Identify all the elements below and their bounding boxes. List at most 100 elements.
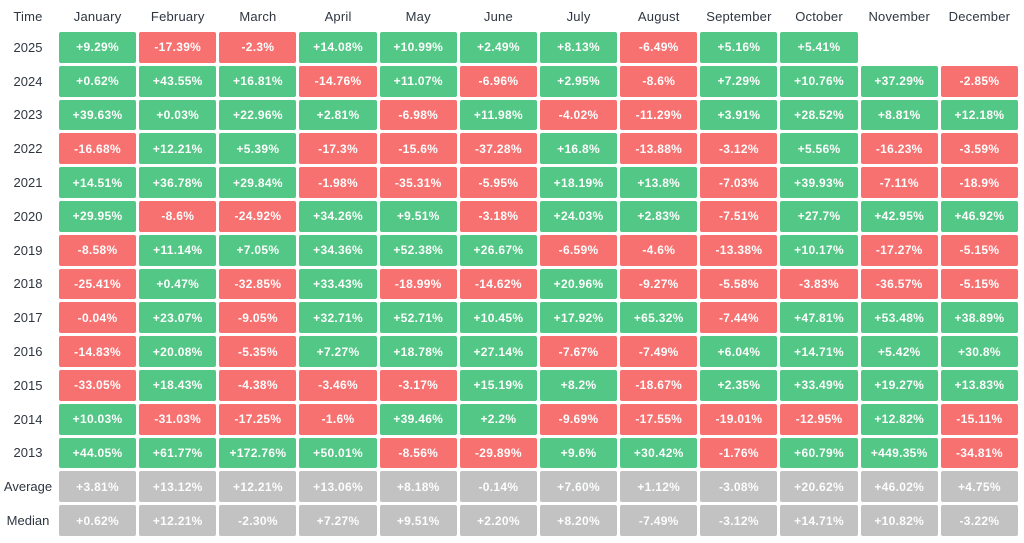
- return-cell-average-december: +4.75%: [940, 471, 1018, 503]
- return-cell-2013-may: -8.56%: [379, 437, 457, 469]
- return-cell-2020-july: +24.03%: [539, 200, 618, 232]
- return-cell-average-august: +1.12%: [620, 471, 698, 503]
- return-cell-2019-november: -17.27%: [860, 234, 938, 266]
- return-cell-2013-april: +50.01%: [299, 437, 377, 469]
- return-cell-median-november: +10.82%: [860, 505, 938, 536]
- column-header-may: May: [405, 8, 431, 24]
- return-cell-2019-december: -5.15%: [940, 234, 1018, 266]
- return-cell-2021-april: -1.98%: [299, 167, 377, 198]
- return-cell-2016-july: -7.67%: [539, 336, 618, 367]
- return-cell-2019-may: +52.38%: [379, 234, 457, 266]
- return-cell-2022-november: -16.23%: [860, 133, 938, 165]
- return-cell-2025-february: -17.39%: [139, 32, 217, 63]
- row-label-2014: 2014: [13, 411, 43, 427]
- return-cell-2024-march: +16.81%: [219, 65, 297, 97]
- return-cell-2014-april: -1.6%: [299, 403, 377, 435]
- return-cell-2018-november: -36.57%: [860, 268, 938, 300]
- return-cell-median-march: -2.30%: [219, 505, 297, 536]
- return-cell-median-december: -3.22%: [940, 505, 1018, 536]
- return-cell-2015-october: +33.49%: [780, 369, 858, 401]
- return-cell-2017-december: +38.89%: [940, 302, 1018, 334]
- return-cell-2022-march: +5.39%: [219, 133, 297, 165]
- return-cell-2023-march: +22.96%: [219, 99, 297, 131]
- return-cell-2021-june: -5.95%: [459, 167, 537, 198]
- return-cell-2015-february: +18.43%: [139, 369, 217, 401]
- empty-cell-2025-december: [941, 32, 1018, 63]
- return-cell-average-march: +12.21%: [219, 471, 297, 503]
- return-cell-2019-march: +7.05%: [219, 234, 297, 266]
- column-header-august: August: [637, 8, 680, 24]
- return-cell-2024-november: +37.29%: [860, 65, 938, 97]
- column-header-january: January: [73, 8, 122, 24]
- return-cell-2020-september: -7.51%: [700, 200, 778, 232]
- return-cell-2017-may: +52.71%: [379, 302, 457, 334]
- return-cell-2018-february: +0.47%: [139, 268, 217, 300]
- return-cell-2015-march: -4.38%: [219, 369, 297, 401]
- return-cell-2018-may: -18.99%: [379, 268, 457, 300]
- return-cell-2022-july: +16.8%: [539, 133, 618, 165]
- return-cell-2015-december: +13.83%: [940, 369, 1018, 401]
- return-cell-2013-october: +60.79%: [780, 437, 858, 469]
- return-cell-2020-march: -24.92%: [219, 200, 297, 232]
- return-cell-2023-june: +11.98%: [459, 99, 537, 131]
- return-cell-2019-july: -6.59%: [539, 234, 618, 266]
- return-cell-2024-july: +2.95%: [539, 65, 618, 97]
- return-cell-2021-march: +29.84%: [219, 167, 297, 198]
- return-cell-2021-february: +36.78%: [139, 167, 217, 198]
- return-cell-average-july: +7.60%: [539, 471, 618, 503]
- return-cell-2022-january: -16.68%: [59, 133, 137, 165]
- return-cell-2022-august: -13.88%: [620, 133, 698, 165]
- return-cell-2025-august: -6.49%: [620, 32, 698, 63]
- row-label-2019: 2019: [13, 242, 43, 258]
- return-cell-2024-january: +0.62%: [59, 65, 137, 97]
- row-label-2022: 2022: [13, 141, 43, 157]
- return-cell-2014-may: +39.46%: [379, 403, 457, 435]
- return-cell-2014-november: +12.82%: [860, 403, 938, 435]
- return-cell-2013-february: +61.77%: [139, 437, 217, 469]
- return-cell-2017-september: -7.44%: [700, 302, 778, 334]
- return-cell-2013-june: -29.89%: [459, 437, 537, 469]
- return-cell-2025-january: +9.29%: [59, 32, 137, 63]
- return-cell-2014-december: -15.11%: [940, 403, 1018, 435]
- return-cell-2019-august: -4.6%: [620, 234, 698, 266]
- return-cell-2024-august: -8.6%: [620, 65, 698, 97]
- return-cell-2020-february: -8.6%: [139, 200, 217, 232]
- row-label-2020: 2020: [13, 208, 43, 224]
- row-label-2018: 2018: [13, 276, 43, 292]
- return-cell-2016-february: +20.08%: [139, 336, 217, 367]
- return-cell-2016-january: -14.83%: [59, 336, 137, 367]
- return-cell-2018-january: -25.41%: [59, 268, 137, 300]
- return-cell-2018-september: -5.58%: [700, 268, 778, 300]
- return-cell-2019-october: +10.17%: [780, 234, 858, 266]
- row-label-2015: 2015: [13, 377, 43, 393]
- return-cell-2014-august: -17.55%: [620, 403, 698, 435]
- return-cell-2022-september: -3.12%: [700, 133, 778, 165]
- return-cell-median-february: +12.21%: [139, 505, 217, 536]
- return-cell-average-october: +20.62%: [780, 471, 858, 503]
- return-cell-2023-december: +12.18%: [940, 99, 1018, 131]
- return-cell-2023-july: -4.02%: [539, 99, 618, 131]
- return-cell-average-january: +3.81%: [59, 471, 137, 503]
- return-cell-2014-march: -17.25%: [219, 403, 297, 435]
- return-cell-2022-june: -37.28%: [459, 133, 537, 165]
- return-cell-2024-december: -2.85%: [940, 65, 1018, 97]
- return-cell-2024-february: +43.55%: [139, 65, 217, 97]
- return-cell-2015-may: -3.17%: [379, 369, 457, 401]
- return-cell-2020-june: -3.18%: [459, 200, 537, 232]
- return-cell-2017-january: -0.04%: [59, 302, 137, 334]
- return-cell-2025-september: +5.16%: [700, 32, 778, 63]
- monthly-returns-table: Time January February March April May June July…: [0, 3, 1018, 536]
- return-cell-2021-november: -7.11%: [860, 167, 938, 198]
- return-cell-2017-april: +32.71%: [299, 302, 377, 334]
- return-cell-2018-october: -3.83%: [780, 268, 858, 300]
- return-cell-median-april: +7.27%: [299, 505, 377, 536]
- return-cell-2017-november: +53.48%: [860, 302, 938, 334]
- return-cell-2016-december: +30.8%: [940, 336, 1018, 367]
- column-header-february: February: [150, 8, 205, 24]
- empty-cell-2025-november: [861, 32, 938, 63]
- return-cell-2018-april: +33.43%: [299, 268, 377, 300]
- return-cell-2023-august: -11.29%: [620, 99, 698, 131]
- column-header-september: September: [706, 8, 772, 24]
- return-cell-2017-february: +23.07%: [139, 302, 217, 334]
